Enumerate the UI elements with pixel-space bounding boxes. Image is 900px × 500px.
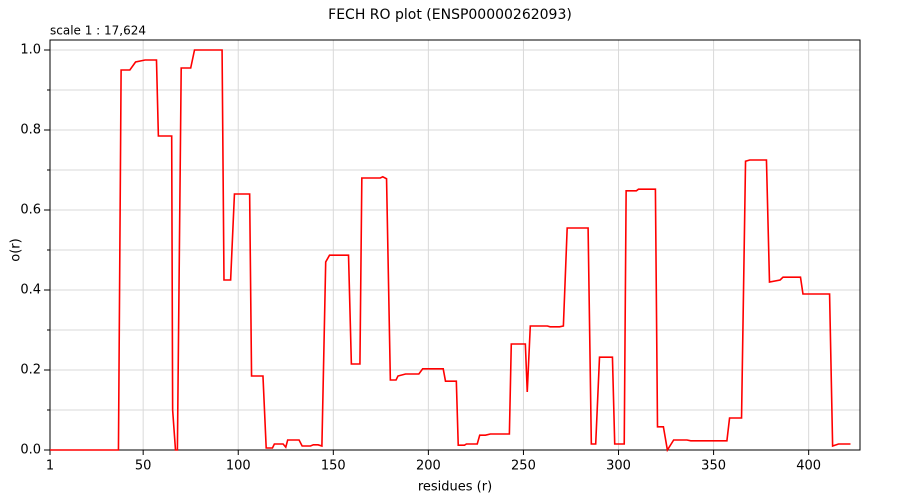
scale-annotation: scale 1 : 17,624 — [50, 24, 146, 38]
y-tick-label: 0.6 — [20, 203, 41, 218]
x-tick-label: 50 — [135, 459, 152, 474]
x-tick-label: 100 — [226, 459, 251, 474]
y-tick-label: 0.4 — [20, 283, 41, 298]
x-tick-label: 300 — [606, 459, 631, 474]
y-tick-label: 1.0 — [20, 43, 41, 58]
x-axis-label: residues (r) — [418, 480, 492, 495]
data-line — [50, 49, 851, 453]
y-tick-label: 0.2 — [20, 363, 41, 378]
x-tick-label: 1 — [46, 459, 54, 474]
x-tick-label: 400 — [796, 459, 821, 474]
x-tick-label: 200 — [416, 459, 441, 474]
y-axis-label: o(r) — [9, 238, 24, 261]
y-tick-label: 0.0 — [20, 443, 41, 458]
plot-frame — [49, 39, 861, 451]
chart-title: FECH RO plot (ENSP00000262093) — [328, 7, 572, 23]
x-tick-label: 150 — [321, 459, 346, 474]
x-tick-label: 250 — [511, 459, 536, 474]
y-tick-label: 0.8 — [20, 123, 41, 138]
x-tick-label: 350 — [701, 459, 726, 474]
